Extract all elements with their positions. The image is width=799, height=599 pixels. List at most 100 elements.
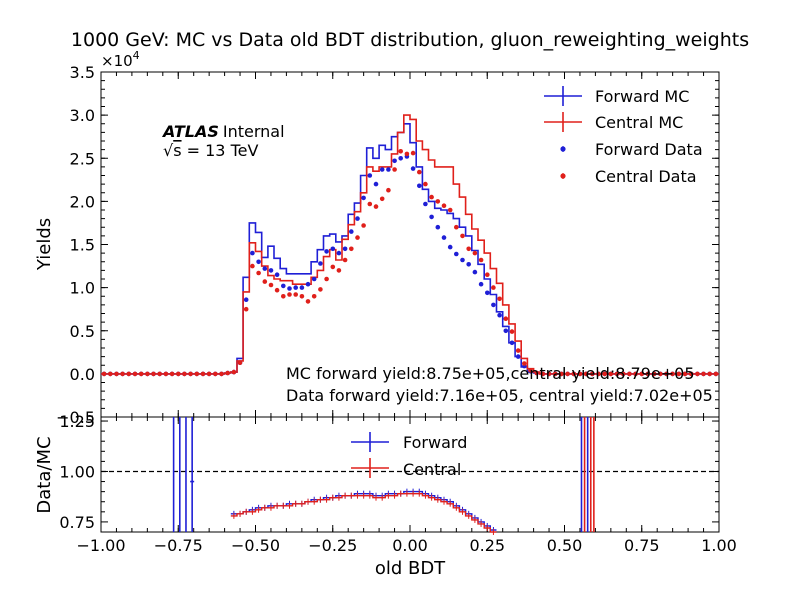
- data-point-central-data: [404, 151, 410, 157]
- data-point-forward-data: [324, 249, 329, 254]
- data-point-central-data: [645, 371, 651, 377]
- x-tick-label: 0.00: [392, 536, 428, 555]
- data-point-central-data: [639, 371, 645, 377]
- data-point-forward-data: [342, 246, 348, 252]
- data-point-central-data: [664, 371, 669, 377]
- data-point-central-data: [120, 371, 125, 377]
- data-point-central-data: [132, 371, 138, 377]
- data-point-forward-data: [311, 276, 317, 282]
- data-point-central-data: [478, 257, 484, 263]
- data-point-central-data: [311, 294, 317, 299]
- x-tick-label: −0.50: [231, 536, 280, 555]
- data-point-forward-data: [318, 261, 323, 266]
- ratio-legend: Forward Central: [351, 432, 467, 479]
- data-point-forward-data: [478, 281, 484, 287]
- data-point-forward-data: [417, 183, 422, 189]
- data-point-central-data: [688, 371, 694, 377]
- data-point-central-data: [565, 371, 570, 377]
- data-point-central-data: [349, 246, 354, 252]
- x-tick-label: 0.50: [547, 536, 583, 555]
- y-tick-label-main: 3.0: [70, 106, 95, 125]
- data-point-central-data: [577, 371, 583, 377]
- x-tick-label: 0.25: [469, 536, 505, 555]
- y-tick-label-main: 3.5: [70, 63, 95, 82]
- y-tick-label-main: 0.5: [70, 322, 95, 341]
- data-point-forward-data: [410, 166, 416, 171]
- legend-label-forward-mc: Forward MC: [595, 87, 689, 106]
- data-point-central-data: [256, 270, 261, 276]
- legend-entry-forward-data: Forward Data: [560, 140, 703, 159]
- main-axis-ticks: −0.5 0.0 0.5 1.0 1.5 2.0 2.5 3.0 3.5: [56, 63, 720, 427]
- data-point-central-data: [293, 292, 299, 297]
- data-point-central-data: [108, 371, 113, 377]
- data-point-central-data: [336, 268, 342, 273]
- data-point-central-data: [571, 371, 577, 377]
- data-point-central-data: [114, 371, 119, 377]
- data-point-central-data: [342, 257, 348, 263]
- data-point-central-data: [299, 294, 305, 299]
- data-point-forward-data: [441, 235, 447, 240]
- data-point-central-data: [417, 169, 422, 175]
- x-tick-label: −1.00: [76, 536, 125, 555]
- data-point-central-data: [182, 371, 187, 377]
- data-point-central-data: [237, 360, 243, 366]
- x-axis-label: old BDT: [375, 558, 446, 579]
- data-point-forward-data: [491, 302, 496, 308]
- legend-label-central: Central: [403, 460, 461, 479]
- legend-label-forward: Forward: [403, 433, 467, 452]
- data-point-central-data: [169, 371, 175, 377]
- data-point-central-data: [225, 370, 230, 376]
- data-point-central-data: [262, 279, 268, 284]
- data-point-central-data: [497, 296, 502, 302]
- data-point-central-data: [373, 204, 379, 209]
- data-point-forward-data: [373, 181, 379, 187]
- data-point-forward-data: [281, 283, 286, 289]
- data-point-forward-data: [454, 251, 459, 257]
- data-point-central-data: [157, 371, 162, 377]
- y-tick-label-main: −0.5: [56, 408, 95, 427]
- data-point-forward-data: [460, 257, 465, 263]
- chart-title: 1000 GeV: MC vs Data old BDT distributio…: [71, 29, 749, 51]
- y-tick-label-ratio: 1.25: [59, 412, 95, 431]
- x-tick-label: 0.75: [624, 536, 660, 555]
- data-point-central-data: [633, 371, 638, 377]
- y-tick-label-ratio: 0.75: [59, 513, 95, 532]
- data-point-forward-data: [250, 250, 255, 256]
- data-point-central-data: [281, 294, 286, 299]
- data-point-forward-data: [503, 328, 509, 334]
- data-point-central-data: [540, 371, 546, 377]
- data-point-central-data: [330, 264, 336, 270]
- x-tick-label: −0.75: [154, 536, 203, 555]
- data-point-central-data: [695, 371, 700, 377]
- data-point-central-data: [145, 371, 150, 377]
- data-point-central-data: [441, 203, 447, 208]
- data-point-central-data: [194, 371, 200, 377]
- data-point-central-data: [386, 187, 391, 193]
- data-point-central-data: [608, 371, 614, 377]
- data-point-central-data: [176, 371, 181, 377]
- data-point-forward-data: [472, 269, 478, 275]
- data-point-central-data: [676, 371, 682, 377]
- data-point-central-data: [101, 371, 107, 377]
- data-point-central-data: [602, 371, 607, 377]
- data-point-forward-data: [355, 216, 360, 221]
- data-point-central-data: [583, 371, 589, 377]
- data-point-forward-data: [336, 250, 342, 256]
- data-point-forward-data: [262, 266, 268, 271]
- data-point-central-data: [435, 199, 441, 204]
- ratio-plot-area: [101, 417, 719, 535]
- data-point-central-data: [287, 292, 292, 297]
- data-point-central-data: [423, 181, 428, 187]
- data-point-central-data: [552, 371, 558, 377]
- legend-entry-central-data: Central Data: [560, 167, 697, 186]
- data-point-central-data: [250, 263, 255, 269]
- data-point-central-data: [447, 207, 453, 213]
- ratio-line-central: [230, 493, 497, 533]
- x-tick-label: 1.00: [701, 536, 737, 555]
- y-axis-label-ratio: Data/MC: [34, 436, 55, 513]
- y-multiplier: ×104: [101, 49, 140, 70]
- data-point-central-data: [355, 235, 360, 240]
- data-point-central-data: [515, 348, 521, 353]
- data-point-forward-data: [386, 167, 391, 172]
